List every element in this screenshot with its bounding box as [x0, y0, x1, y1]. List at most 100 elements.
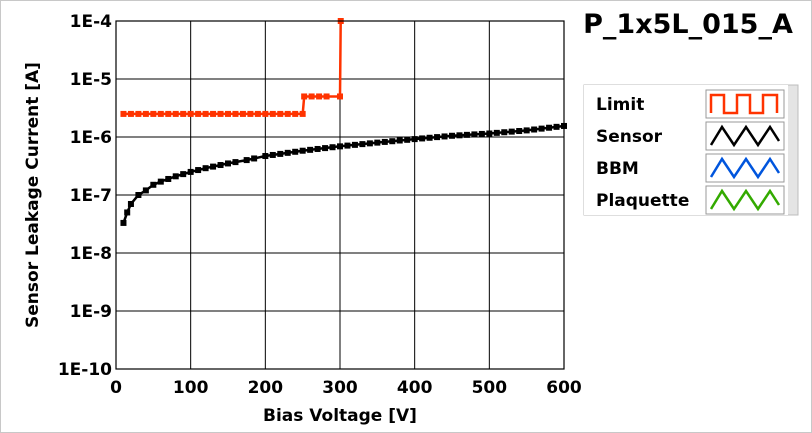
series-limit	[120, 18, 344, 117]
legend-line-sensor	[709, 124, 781, 148]
data-point	[269, 151, 276, 158]
y-tick-label: 1E-9	[70, 302, 112, 322]
legend-line-bbm	[709, 156, 781, 180]
data-point	[232, 159, 239, 166]
y-tick-label: 1E-10	[58, 360, 112, 380]
y-tick-label: 1E-5	[70, 70, 112, 90]
data-point	[471, 131, 478, 138]
data-point	[165, 110, 172, 117]
data-point	[247, 110, 254, 117]
data-point	[135, 192, 142, 198]
data-point	[351, 141, 358, 148]
data-point	[553, 123, 560, 130]
data-point	[150, 110, 157, 117]
data-point	[323, 93, 330, 100]
data-point	[262, 110, 269, 117]
data-point	[292, 110, 299, 117]
data-point	[366, 140, 373, 147]
x-tick-label: 0	[110, 378, 122, 398]
legend-label-bbm: BBM	[596, 159, 639, 179]
data-point	[374, 139, 381, 146]
data-point	[344, 142, 351, 149]
data-point	[202, 110, 209, 117]
data-point	[127, 110, 134, 117]
data-point	[307, 146, 314, 153]
series-sensor	[120, 122, 567, 226]
data-point	[389, 138, 396, 145]
legend-entry-bbm: BBM	[596, 153, 785, 183]
data-point	[127, 200, 134, 207]
data-point	[180, 110, 187, 117]
x-axis-title: Bias Voltage [V]	[263, 406, 417, 426]
legend-label-sensor: Sensor	[596, 127, 663, 147]
y-axis-title: Sensor Leakage Current [A]	[23, 62, 43, 328]
data-point	[381, 138, 388, 145]
data-point	[337, 143, 343, 150]
data-point	[463, 131, 470, 138]
data-point	[157, 178, 164, 185]
data-series	[120, 18, 567, 226]
data-point	[284, 149, 291, 156]
data-point	[456, 132, 463, 139]
data-point	[322, 145, 329, 152]
data-point	[284, 110, 291, 117]
y-tick-label: 1E-6	[70, 128, 112, 148]
data-point	[142, 187, 149, 194]
legend-label-limit: Limit	[596, 95, 644, 115]
data-point	[150, 181, 157, 188]
x-tick-label: 100	[173, 378, 209, 398]
data-point	[314, 145, 321, 152]
data-point	[142, 110, 149, 117]
data-point	[523, 127, 530, 134]
data-point	[187, 168, 194, 175]
data-point	[359, 141, 366, 148]
legend-entry-plaquette: Plaquette	[596, 185, 785, 215]
data-point	[210, 110, 217, 117]
data-point	[531, 126, 538, 133]
data-point	[120, 219, 127, 226]
data-point	[202, 165, 209, 172]
data-point	[329, 144, 336, 151]
data-point	[254, 110, 261, 117]
y-tick-label: 1E-4	[70, 12, 112, 32]
data-point	[277, 110, 284, 117]
data-point	[187, 110, 194, 117]
legend: Limit Sensor BBM Plaquette	[583, 84, 799, 216]
chart-title: P_1x5L_015_A	[583, 9, 793, 40]
data-point	[396, 137, 403, 144]
data-point	[441, 133, 448, 140]
data-point	[210, 163, 217, 170]
data-point	[411, 136, 418, 143]
data-point	[195, 167, 202, 174]
data-point	[301, 93, 308, 100]
legend-line-limit	[709, 93, 779, 115]
legend-line-plaquette	[709, 188, 781, 212]
data-point	[546, 124, 553, 131]
data-point	[337, 93, 343, 100]
data-point	[135, 110, 142, 117]
data-point	[120, 110, 127, 117]
data-point	[493, 129, 500, 136]
x-tick-label: 400	[397, 378, 433, 398]
legend-entry-sensor: Sensor	[596, 121, 785, 151]
legend-entry-limit: Limit	[596, 89, 785, 119]
data-point	[426, 134, 433, 141]
data-point	[180, 171, 187, 178]
data-point	[217, 162, 224, 169]
data-point	[316, 93, 323, 100]
data-point	[262, 153, 269, 160]
x-tick-label: 600	[546, 378, 582, 398]
data-point	[516, 128, 523, 135]
data-point	[434, 134, 441, 141]
data-point	[299, 110, 306, 117]
data-point	[508, 128, 515, 135]
data-point	[277, 150, 284, 157]
data-point	[419, 135, 426, 142]
y-tick-labels: 1E-10 1E-9 1E-8 1E-7 1E-6 1E-5 1E-4	[58, 12, 112, 380]
data-point	[292, 148, 299, 155]
data-point	[217, 110, 224, 117]
legend-label-plaquette: Plaquette	[596, 191, 689, 211]
data-point	[172, 173, 179, 180]
data-point	[251, 155, 258, 162]
